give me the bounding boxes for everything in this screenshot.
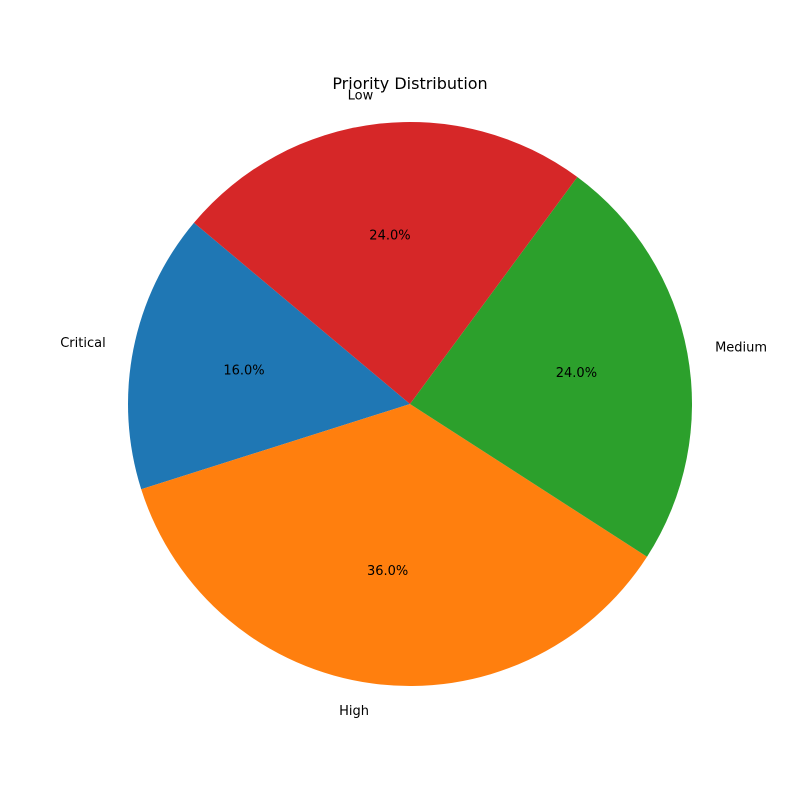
slices-layer [127, 122, 692, 686]
pie-slice-critical [127, 222, 410, 490]
pct-label-low: 24.0% [369, 228, 410, 243]
chart-title: Priority Distribution [332, 74, 487, 93]
pct-label-critical: 16.0% [223, 364, 264, 379]
pct-label-medium: 24.0% [556, 366, 597, 381]
pie-slice-low [193, 122, 578, 404]
slice-label-critical: Critical [60, 336, 105, 351]
slice-label-medium: Medium [715, 341, 767, 356]
pct-label-high: 36.0% [367, 564, 408, 579]
pie-slice-medium [410, 177, 692, 557]
slice-label-high: High [339, 704, 369, 719]
slice-label-low: Low [348, 88, 374, 103]
pie-slice-high [141, 404, 648, 686]
labels-layer: Critical 16.0% High 36.0% Medium 24.0% Low 24.0… [60, 88, 767, 718]
